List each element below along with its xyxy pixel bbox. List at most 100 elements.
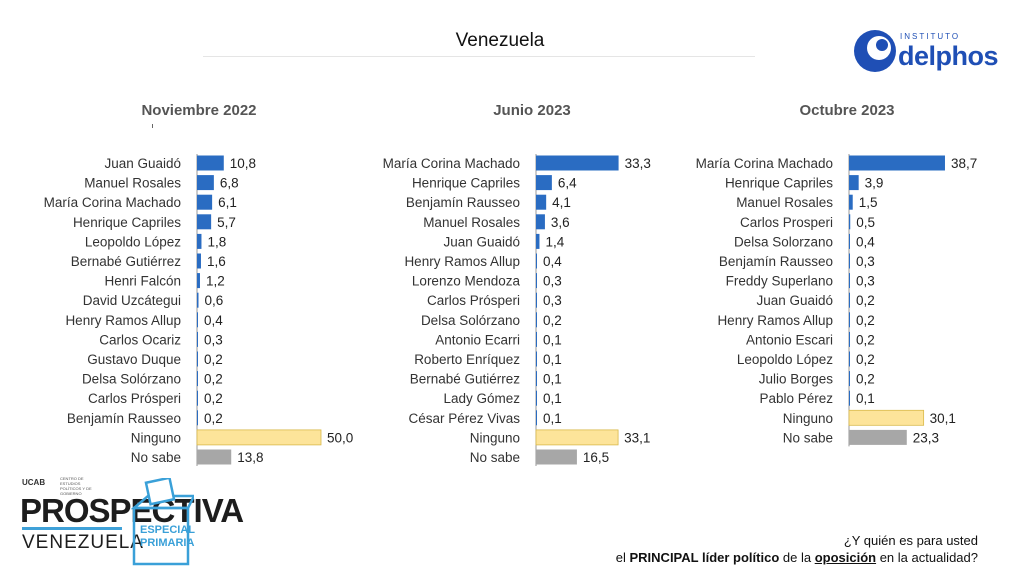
chart-2-value-label: 0,1 <box>543 391 562 406</box>
chart-1-category-label: Henrique Capriles <box>73 215 181 230</box>
chart-2-bar <box>536 331 537 347</box>
chart-1-category-label: Henry Ramos Allup <box>65 313 181 328</box>
chart-3-bar <box>849 233 850 249</box>
chart-2-bar <box>536 410 537 426</box>
delphos-logo: INSTITUTO delphos <box>852 28 999 76</box>
chart-2-value-label: 33,1 <box>624 430 650 445</box>
chart-1-category-label: Manuel Rosales <box>84 176 181 191</box>
chart-2-category-label: No sabe <box>470 450 520 465</box>
chart-3-category-label: Julio Borges <box>759 372 834 387</box>
chart-2-bar <box>536 449 577 465</box>
chart-1-bar <box>197 410 198 426</box>
chart-3-category-label: Benjamín Rausseo <box>719 254 833 269</box>
chart-2-value-label: 33,3 <box>625 156 651 171</box>
chart-3-category-label: Carlos Prosperi <box>740 215 833 230</box>
chart-1-bar <box>197 312 198 328</box>
footnote-bold: PRINCIPAL líder político <box>629 550 780 565</box>
chart-2-bar <box>536 214 545 230</box>
chart-3-category-label: Freddy Superlano <box>726 274 833 289</box>
chart-3-value-label: 3,9 <box>865 176 884 191</box>
chart-2-bar <box>536 273 537 289</box>
chart-3-value-label: 38,7 <box>951 156 977 171</box>
chart-2-category-label: Henrique Capriles <box>412 176 520 191</box>
chart-3-value-label: 0,2 <box>856 313 875 328</box>
ucab-logo-text: UCAB <box>22 478 46 487</box>
chart-1-bar <box>197 155 224 171</box>
chart-1-value-label: 10,8 <box>230 156 256 171</box>
footnote-line-1: ¿Y quién es para usted <box>843 533 978 548</box>
chart-1-value-label: 50,0 <box>327 430 353 445</box>
chart-2-category-label: Manuel Rosales <box>423 215 520 230</box>
chart-3-bar <box>848 409 925 426</box>
chart-1-category-label: Leopoldo López <box>85 234 181 249</box>
chart-1-value-label: 0,2 <box>204 391 223 406</box>
chart-1-category-label: David Uzcátegui <box>83 293 181 308</box>
chart-3-category-label: Manuel Rosales <box>736 195 833 210</box>
chart-2-value-label: 0,3 <box>543 274 562 289</box>
chart-3-bar <box>849 429 907 445</box>
chart-3-bar <box>849 253 850 269</box>
footnote-post: en la actualidad? <box>876 550 978 565</box>
page-title: Venezuela <box>455 30 545 51</box>
chart-3-category-label: Antonio Escari <box>746 332 833 347</box>
chart-3-category-label: Henrique Capriles <box>725 176 833 191</box>
chart-2-category-label: María Corina Machado <box>383 156 520 171</box>
chart-1-bar <box>197 233 202 249</box>
question-footnote: ¿Y quién es para usted el PRINCIPAL líde… <box>616 532 978 566</box>
chart-1-value-label: 0,6 <box>204 293 223 308</box>
chart-1-value-label: 0,2 <box>204 372 223 387</box>
chart-3-value-label: 0,2 <box>856 293 875 308</box>
chart-2-category-label: Lorenzo Mendoza <box>412 274 521 289</box>
chart-1-bar <box>197 214 212 230</box>
chart-3-value-label: 0,2 <box>856 372 875 387</box>
chart-3-value-label: 30,1 <box>930 411 956 426</box>
chart-1-value-label: 5,7 <box>217 215 236 230</box>
chart-2-bar <box>536 351 537 367</box>
logo-small-text: INSTITUTO <box>900 32 961 41</box>
prospectiva-branding: UCAB CENTRO DE ESTUDIOS POLÍTICOS Y DE G… <box>0 468 244 576</box>
chart-3-value-label: 0,2 <box>856 332 875 347</box>
chart-2-bar <box>535 429 619 446</box>
chart-2-bar <box>536 194 547 210</box>
panel-title-1: Noviembre 2022 <box>141 102 257 119</box>
chart-2-bar <box>536 155 619 171</box>
prospectiva-title: PROSPECTIVA <box>20 492 244 529</box>
footnote-underline: oposición <box>814 550 877 565</box>
chart-3-bar <box>849 194 853 210</box>
chart-2-value-label: 0,1 <box>543 332 562 347</box>
chart-3-value-label: 0,2 <box>856 352 875 367</box>
branding-rule <box>22 527 122 530</box>
chart-1-bar <box>197 331 198 347</box>
chart-3-category-label: Ninguno <box>783 411 833 426</box>
chart-3-bar <box>849 312 850 328</box>
chart-1-category-label: Benjamín Rausseo <box>67 411 181 426</box>
chart-2-bar <box>536 312 537 328</box>
chart-3-category-label: María Corina Machado <box>696 156 833 171</box>
chart-1-value-label: 1,8 <box>207 234 226 249</box>
chart-1-category-label: Henri Falcón <box>104 274 181 289</box>
chart-1-bar <box>197 390 198 406</box>
prospectiva-subtitle: VENEZUELA <box>22 532 144 553</box>
chart-3-category-label: Leopoldo López <box>737 352 833 367</box>
chart-2-category-label: Lady Gómez <box>443 391 520 406</box>
chart-3-value-label: 0,3 <box>856 254 875 269</box>
title-divider <box>203 56 755 57</box>
chart-3-bar <box>849 390 850 406</box>
chart-2-category-label: Ninguno <box>470 430 520 445</box>
chart-1-value-label: 0,4 <box>204 313 223 328</box>
chart-1-category-label: Juan Guaidó <box>104 156 181 171</box>
chart-2-category-label: Bernabé Gutiérrez <box>410 372 521 387</box>
chart-3-bar <box>849 273 850 289</box>
chart-1-bar <box>197 371 198 387</box>
chart-1-category-label: María Corina Machado <box>44 195 181 210</box>
chart-2-bar <box>536 253 537 269</box>
chart-1-category-label: Carlos Ocariz <box>99 332 181 347</box>
chart-1-category-label: No sabe <box>131 450 181 465</box>
chart-3-category-label: No sabe <box>783 430 833 445</box>
chart-1-category-label: Delsa Solórzano <box>82 372 181 387</box>
chart-1-value-label: 0,2 <box>204 411 223 426</box>
chart-1-category-label: Ninguno <box>131 430 181 445</box>
stray-tick <box>152 124 153 128</box>
chart-1-bar <box>197 273 200 289</box>
logo-name: delphos <box>898 41 999 71</box>
